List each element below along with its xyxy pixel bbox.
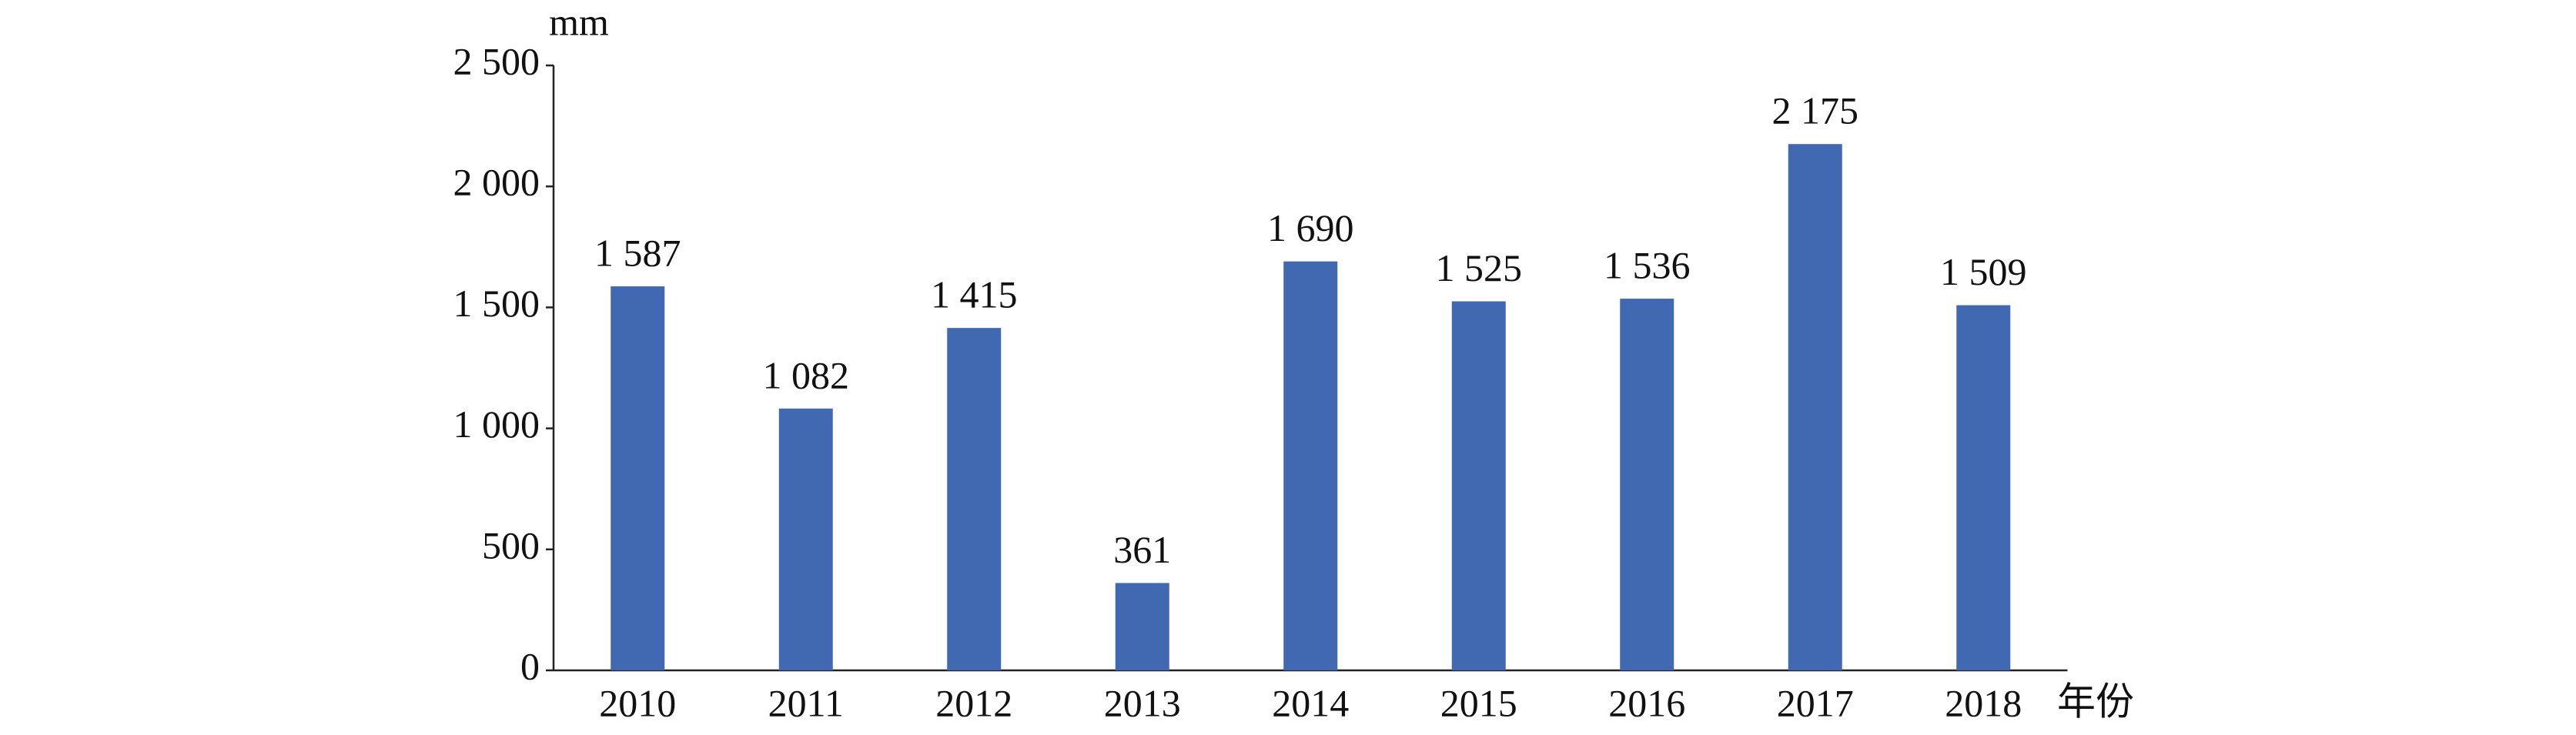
bar bbox=[1620, 299, 1674, 670]
bar bbox=[611, 286, 665, 670]
value-label: 1 587 bbox=[594, 232, 681, 275]
x-tick-label: 2012 bbox=[935, 681, 1012, 724]
x-tick-label: 2015 bbox=[1440, 681, 1517, 724]
bar bbox=[947, 328, 1002, 670]
value-label: 1 082 bbox=[763, 353, 850, 396]
x-axis-label: 年份 bbox=[2057, 680, 2134, 723]
value-label: 1 536 bbox=[1604, 244, 1691, 287]
y-tick-label: 0 bbox=[520, 644, 540, 687]
x-tick-label: 2010 bbox=[599, 681, 676, 724]
value-label: 1 525 bbox=[1436, 246, 1523, 289]
value-label: 1 415 bbox=[931, 273, 1018, 316]
y-tick-label: 1 000 bbox=[453, 403, 540, 446]
x-tick-label: 2016 bbox=[1608, 681, 1685, 724]
value-label: 1 690 bbox=[1267, 206, 1354, 249]
y-tick-label: 500 bbox=[482, 523, 540, 566]
bar bbox=[1115, 583, 1169, 670]
bar bbox=[1788, 144, 1842, 670]
value-label: 361 bbox=[1113, 528, 1171, 571]
bar bbox=[1956, 305, 2011, 670]
bar bbox=[778, 408, 833, 670]
y-tick-label: 2 500 bbox=[453, 39, 540, 82]
y-tick-label: 1 500 bbox=[453, 282, 540, 325]
bar bbox=[1451, 301, 1506, 670]
value-label: 2 175 bbox=[1772, 89, 1859, 132]
value-label: 1 509 bbox=[1940, 250, 2027, 293]
x-tick-label: 2017 bbox=[1777, 681, 1854, 724]
y-axis-label: mm bbox=[549, 0, 609, 43]
bar bbox=[1283, 261, 1338, 670]
x-tick-label: 2011 bbox=[768, 681, 844, 724]
x-tick-label: 2018 bbox=[1945, 681, 2022, 724]
x-tick-label: 2013 bbox=[1104, 681, 1181, 724]
y-tick-label: 2 000 bbox=[453, 161, 540, 204]
x-tick-label: 2014 bbox=[1272, 681, 1349, 724]
